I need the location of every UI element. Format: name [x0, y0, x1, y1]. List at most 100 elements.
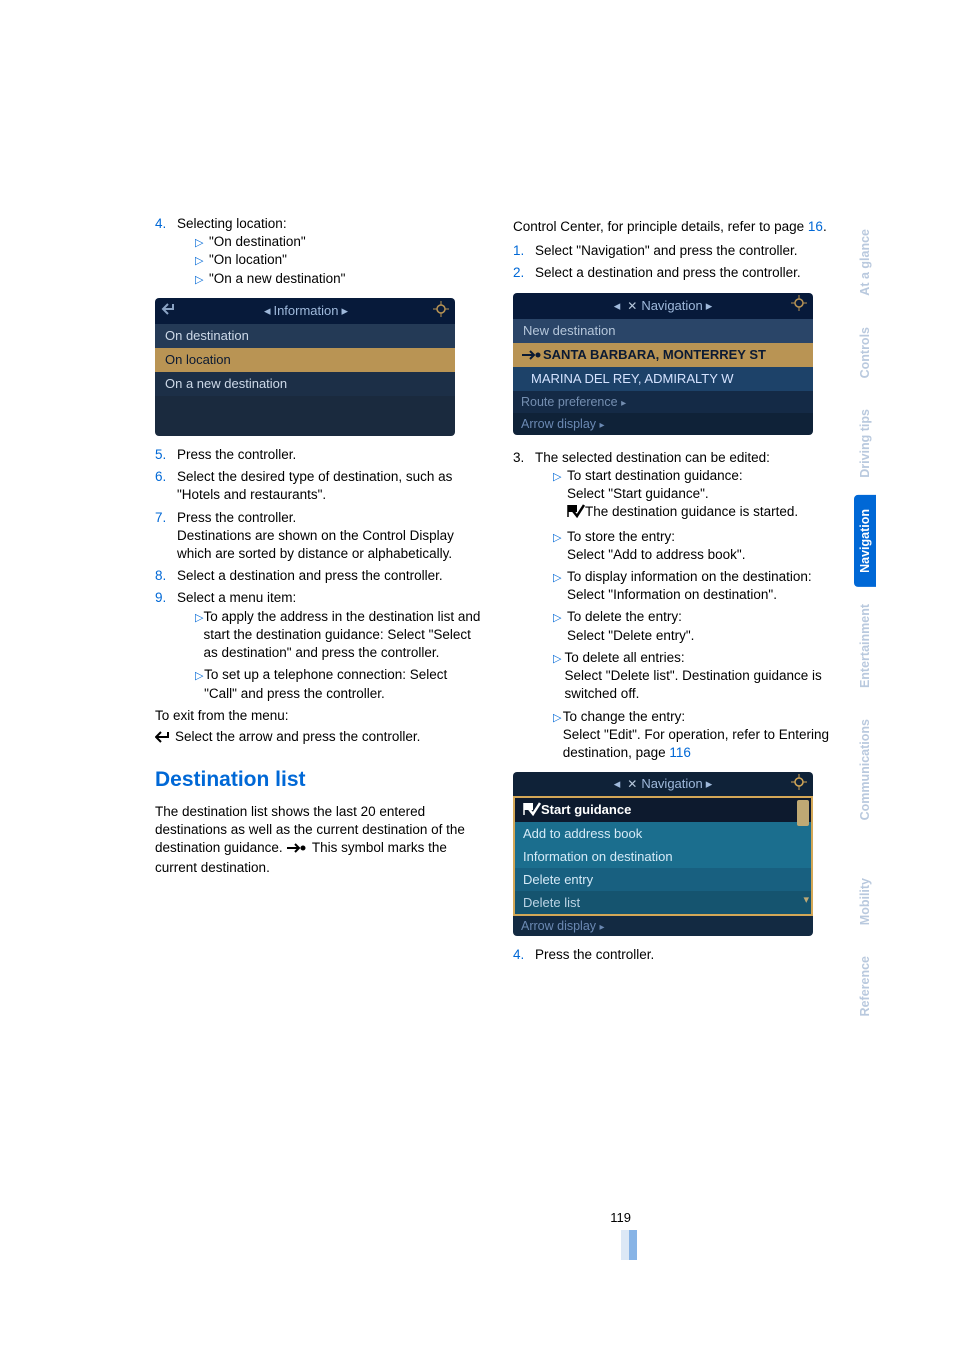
panel-row: Add to address book — [515, 822, 811, 845]
option-lead: To store the entry: — [567, 529, 675, 544]
step-3: 3. The selected destination can be edite… — [513, 449, 841, 763]
panel-row-highlighted: Start guidance — [515, 798, 811, 822]
step-text: Select a menu item: — [177, 590, 296, 605]
tab-driving-tips[interactable]: Driving tips — [854, 395, 876, 492]
left-steps-cont: 5.Press the controller. 6.Select the des… — [155, 446, 483, 703]
tab-navigation[interactable]: Navigation — [854, 495, 876, 587]
info-panel-screenshot: Information On destination On location O… — [155, 298, 455, 436]
option-text: To set up a telephone connection: Select… — [204, 666, 483, 702]
step-text: Press the controller. — [177, 446, 483, 464]
panel-topbar: Information — [155, 298, 455, 324]
panel-subrow: Arrow display ▸ — [513, 916, 813, 936]
back-arrow-icon — [155, 730, 173, 748]
page-link[interactable]: 116 — [669, 745, 691, 760]
tab-entertainment[interactable]: Entertainment — [854, 590, 876, 702]
option: To start destination guidance:Select "St… — [553, 467, 841, 524]
panel-title: Navigation — [614, 775, 713, 793]
step-text: Press the controller. — [177, 510, 296, 525]
side-tabs: At a glance Controls Driving tips Naviga… — [854, 215, 878, 1034]
step-body: Select a menu item: To apply the address… — [177, 589, 483, 702]
step-text: Select a destination and press the contr… — [177, 567, 483, 585]
step-7: 7.Press the controller.Destinations are … — [155, 509, 483, 564]
panel-title: Information — [179, 302, 433, 320]
option: To delete all entries:Select "Delete lis… — [553, 649, 841, 704]
panel-row: New destination — [513, 319, 813, 343]
option-body: To delete all entries:Select "Delete lis… — [565, 649, 841, 704]
panel-subrow-text: Route preference — [521, 395, 618, 409]
option-line2: Select "Edit". For operation, refer to E… — [563, 727, 829, 760]
tab-mobility[interactable]: Mobility — [854, 864, 876, 939]
option: To delete the entry: Select "Delete entry… — [553, 608, 841, 644]
step-num: 1. — [513, 242, 535, 260]
section-heading: Destination list — [155, 766, 483, 794]
option-text: To apply the address in the destination … — [203, 608, 483, 663]
nav-panel-screenshot-1: Navigation New destination SANTA BARBARA… — [513, 293, 813, 435]
option: "On destination" — [195, 233, 483, 251]
exit-detail-line: Select the arrow and press the controlle… — [155, 728, 483, 748]
panel-row: MARINA DEL REY, ADMIRALTY W — [513, 367, 813, 391]
arrow-left-icon — [614, 776, 624, 791]
panel-row: Delete entry — [515, 868, 811, 891]
scrollbar-thumb — [797, 800, 809, 826]
arrow-left-icon — [614, 298, 624, 313]
chevron-right-icon: ▸ — [621, 398, 626, 409]
option-line2: Select "Information on destination". — [567, 587, 777, 602]
step-9: 9. Select a menu item: To apply the addr… — [155, 589, 483, 702]
section-body: The destination list shows the last 20 e… — [155, 803, 483, 878]
panel-title-text: Navigation — [641, 298, 702, 313]
crosshair-icon — [791, 774, 807, 795]
intro-text: Control Center, for principle details, r… — [513, 219, 808, 234]
step-num: 4. — [155, 215, 177, 288]
panel-row-text: SANTA BARBARA, MONTERREY ST — [543, 347, 766, 362]
destination-marker-icon — [286, 841, 306, 859]
nav-cross-icon — [623, 776, 641, 791]
option-body: To delete the entry: Select "Delete entry… — [567, 608, 694, 644]
step-6: 6.Select the desired type of destination… — [155, 468, 483, 504]
step-text: Press the controller. — [535, 946, 841, 964]
page-bar — [629, 1230, 637, 1260]
option: To display information on the destinatio… — [553, 568, 841, 604]
triangle-icon — [553, 467, 567, 524]
tab-controls[interactable]: Controls — [854, 313, 876, 392]
option-lead: To delete the entry: — [567, 609, 682, 624]
option-lead: To delete all entries: — [565, 650, 685, 665]
left-column: 4. Selecting location: "On destination" … — [155, 215, 483, 968]
step-text: The selected destination can be edited: — [535, 450, 770, 465]
triangle-icon — [195, 666, 204, 702]
page-link[interactable]: 16 — [808, 219, 823, 234]
step-1: 1.Select "Navigation" and press the cont… — [513, 242, 841, 260]
panel-row-empty — [155, 396, 455, 420]
intro-text-end: . — [823, 219, 827, 234]
option: To store the entry: Select "Add to addres… — [553, 528, 841, 564]
option-lead: To display information on the destinatio… — [567, 569, 812, 584]
panel-subrow: Route preference ▸ — [513, 391, 813, 413]
option-body: To store the entry: Select "Add to addres… — [567, 528, 745, 564]
panel-title: Navigation — [614, 297, 713, 315]
scroll-down-icon: ▾ — [803, 893, 809, 908]
tab-communications[interactable]: Communications — [854, 705, 876, 834]
option: To change the entry:Select "Edit". For o… — [553, 708, 841, 763]
right-column: Control Center, for principle details, r… — [513, 215, 841, 968]
step-num: 3. — [513, 449, 535, 763]
step-num: 5. — [155, 446, 177, 464]
step-num: 6. — [155, 468, 177, 504]
option-body: To change the entry:Select "Edit". For o… — [563, 708, 841, 763]
step-num: 4. — [513, 946, 535, 964]
step-body: Selecting location: "On destination" "On… — [177, 215, 483, 288]
tab-at-a-glance[interactable]: At a glance — [854, 215, 876, 310]
option-line2: Select "Add to address book". — [567, 547, 745, 562]
step-num: 2. — [513, 264, 535, 282]
step-text: Selecting location: — [177, 216, 287, 231]
panel-row: On destination — [155, 324, 455, 348]
tab-reference[interactable]: Reference — [854, 942, 876, 1030]
step-4-options: "On destination" "On location" "On a new… — [177, 233, 483, 288]
page-footer: 119 — [155, 1210, 841, 1250]
panel-subrow-text: Arrow display — [521, 417, 596, 431]
option-line2: Select "Delete entry". — [567, 628, 694, 643]
step-text: Select "Navigation" and press the contro… — [535, 242, 841, 260]
panel-row-highlighted: On location — [155, 348, 455, 372]
step-text: Select a destination and press the contr… — [535, 264, 841, 282]
page-number: 119 — [610, 1210, 631, 1225]
panel-subrow: Arrow display ▸ — [513, 413, 813, 435]
step-num: 7. — [155, 509, 177, 564]
